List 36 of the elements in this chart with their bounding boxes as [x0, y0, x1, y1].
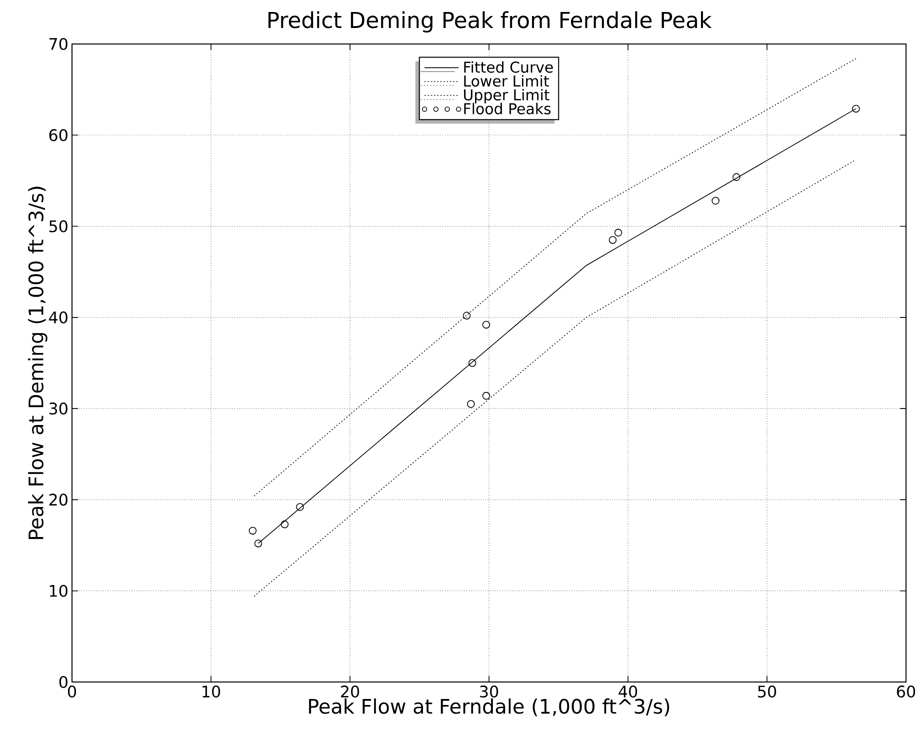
y-tick-label: 70	[50, 38, 68, 50]
x-tick-label: 10	[202, 686, 220, 698]
legend-label: Lower Limit	[464, 75, 549, 87]
y-tick-label: 20	[49, 494, 68, 506]
y-tick-label: 40	[48, 311, 68, 324]
x-tick-label: 0	[68, 686, 76, 698]
point	[248, 526, 257, 535]
point	[732, 173, 740, 181]
x-tick-label: 60	[896, 686, 916, 698]
point	[482, 320, 490, 329]
point	[462, 312, 471, 320]
point	[712, 196, 720, 205]
y-axis-title: Peak Flow at Deming (1,000 ft^3/s)	[28, 186, 48, 539]
point	[614, 228, 622, 237]
y-tick-label: 0	[59, 676, 68, 688]
chart-title: Predict Deming Peak from Ferndale Peak	[268, 11, 712, 33]
x-axis-title: Peak Flow at Ferndale (1,000 ft^3/s)	[309, 698, 670, 716]
point	[852, 104, 860, 113]
point	[296, 503, 304, 511]
y-tick-label: 10	[50, 584, 68, 597]
point	[482, 392, 490, 400]
legend-label: Upper Limit	[464, 88, 550, 104]
legend-label: Fitted Curve	[464, 61, 553, 73]
x-tick-label: 40	[618, 686, 638, 698]
point	[468, 359, 476, 367]
x-tick-label: 50	[758, 686, 776, 698]
y-tick-label: 30	[49, 402, 68, 415]
legend-label: Flood Peaks	[464, 102, 551, 114]
point	[280, 520, 289, 528]
x-tick-label: 20	[341, 686, 360, 698]
point	[608, 236, 617, 244]
point	[254, 540, 262, 548]
y-tick-label: 60	[49, 129, 68, 142]
point	[467, 400, 475, 408]
x-tick-label: 30	[480, 686, 498, 698]
y-tick-label: 50	[49, 220, 68, 232]
